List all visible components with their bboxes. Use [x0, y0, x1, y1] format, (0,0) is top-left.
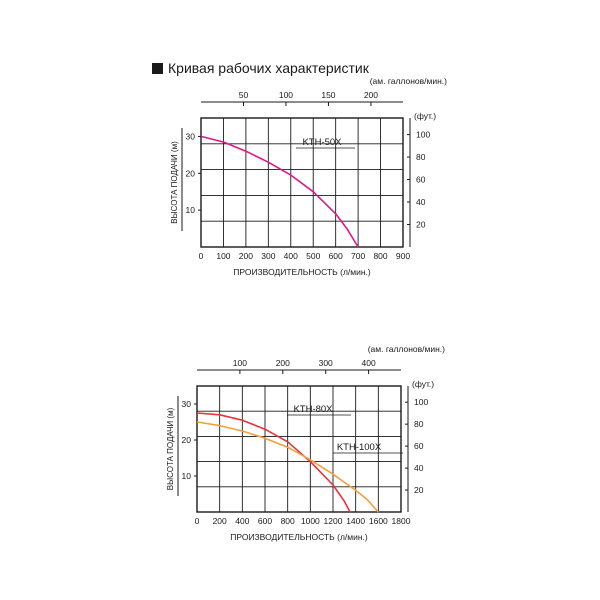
right-axis-tick-label: 40 [416, 197, 426, 207]
right-axis-label: (фут.) [414, 111, 436, 121]
y-axis-label: ВЫСОТА ПОДАЧИ (м) [166, 407, 175, 490]
series-label-kth-100x: KTH-100X [337, 442, 382, 453]
y-tick-label: 10 [182, 471, 192, 481]
x-tick-label: 100 [216, 251, 230, 261]
x-tick-label: 0 [195, 516, 200, 526]
x-tick-label: 600 [329, 251, 343, 261]
x-tick-label: 1600 [369, 516, 388, 526]
x-tick-label: 0 [199, 251, 204, 261]
right-axis-tick-label: 20 [416, 220, 426, 230]
x-tick-label: 400 [235, 516, 249, 526]
y-tick-label: 20 [182, 435, 192, 445]
top-axis-tick-label: 100 [233, 358, 247, 368]
top-axis-label: (ам. галлонов/мин.) [368, 344, 445, 354]
right-axis-tick-label: 100 [416, 130, 430, 140]
right-axis-tick-label: 80 [416, 152, 426, 162]
top-axis-tick-label: 200 [276, 358, 290, 368]
x-tick-label: 900 [396, 251, 410, 261]
right-axis-tick-label: 20 [414, 485, 424, 495]
series-label-kth-50x: KTH-50X [302, 137, 342, 148]
chart-kth-80x-100x: 100 200 300 400(ам. галлонов/мин.)204060801… [166, 344, 445, 542]
right-axis-tick-label: 60 [414, 441, 424, 451]
x-tick-label: 600 [258, 516, 272, 526]
right-axis-tick-label: 100 [414, 397, 428, 407]
top-axis-tick-label: 300 [319, 358, 333, 368]
top-axis-tick-label: 400 [362, 358, 376, 368]
chart-kth-50x: 50 100 150 200(ам. галлонов/мин.)2040608010… [170, 76, 447, 277]
series-line-kth-50x [200, 135, 359, 248]
x-tick-label: 400 [284, 251, 298, 261]
top-axis-label: (ам. галлонов/мин.) [370, 76, 447, 86]
x-tick-label: 200 [213, 516, 227, 526]
right-axis-label: (фут.) [412, 379, 434, 389]
x-tick-label: 200 [239, 251, 253, 261]
y-axis-label: ВЫСОТА ПОДАЧИ (м) [170, 141, 179, 224]
series-label-kth-80x: KTH-80X [293, 404, 333, 415]
x-tick-label: 1000 [301, 516, 320, 526]
top-axis-tick-label: 150 [321, 90, 335, 100]
y-tick-label: 30 [182, 399, 192, 409]
x-tick-label: 1200 [324, 516, 343, 526]
page-title: Кривая рабочих характеристик [152, 60, 369, 76]
top-axis-tick-label: 100 [279, 90, 293, 100]
plot-frame [200, 117, 404, 248]
x-tick-label: 1800 [392, 516, 411, 526]
y-tick-label: 30 [186, 131, 196, 141]
right-axis-tick-label: 60 [416, 175, 426, 185]
top-axis-tick-label: 50 [239, 90, 249, 100]
series-line-kth-100x [196, 421, 379, 513]
x-tick-label: 800 [373, 251, 387, 261]
x-axis-label: ПРОИЗВОДИТЕЛЬНОСТЬ (л/мин.) [230, 532, 368, 542]
x-tick-label: 1400 [346, 516, 365, 526]
plot-frame [196, 385, 402, 513]
y-tick-label: 10 [186, 205, 196, 215]
y-tick-label: 20 [186, 168, 196, 178]
x-tick-label: 300 [261, 251, 275, 261]
title-bullet [152, 62, 163, 74]
top-axis-tick-label: 200 [364, 90, 378, 100]
series-line-kth-80x [196, 412, 351, 513]
x-axis-label: ПРОИЗВОДИТЕЛЬНОСТЬ (л/мин.) [233, 267, 371, 277]
page-title-text: Кривая рабочих характеристик [168, 60, 369, 76]
x-tick-label: 800 [281, 516, 295, 526]
x-tick-label: 700 [351, 251, 365, 261]
right-axis-tick-label: 40 [414, 463, 424, 473]
right-axis-tick-label: 80 [414, 419, 424, 429]
x-tick-label: 500 [306, 251, 320, 261]
